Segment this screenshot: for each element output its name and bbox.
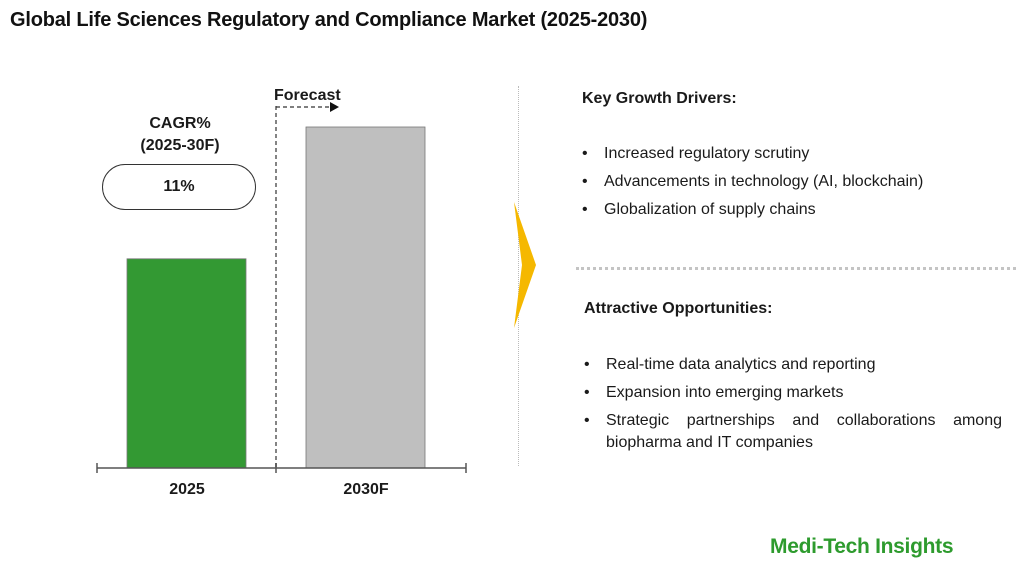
list-item: Expansion into emerging markets: [582, 382, 1002, 404]
cagr-value-badge: 11%: [102, 164, 256, 210]
horizontal-divider: [576, 267, 1016, 270]
growth-drivers-title: Key Growth Drivers:: [582, 90, 737, 107]
cagr-label: CAGR% (2025-30F): [140, 115, 220, 154]
list-item: Strategic partnerships and collaboration…: [582, 410, 1002, 454]
x-tick-label-2025: 2025: [169, 481, 205, 498]
bar-2025: [126, 258, 247, 469]
market-bar-chart: [96, 102, 467, 473]
forecast-label: Forecast: [274, 87, 341, 104]
vertical-divider: [518, 86, 519, 466]
bar-2030f: [305, 126, 426, 469]
page-title: Global Life Sciences Regulatory and Comp…: [10, 9, 648, 31]
growth-drivers-list: Increased regulatory scrutiny Advancemen…: [580, 143, 980, 227]
chevron-arrow-icon: [514, 202, 536, 328]
forecast-arrow-head: [330, 102, 339, 112]
brand-logo: Medi-Tech Insights: [770, 535, 954, 558]
x-tick-label-2030f: 2030F: [343, 481, 389, 498]
list-item: Increased regulatory scrutiny: [580, 143, 980, 165]
opportunities-title: Attractive Opportunities:: [584, 300, 773, 317]
opportunities-list: Real-time data analytics and reporting E…: [582, 354, 1002, 460]
list-item: Advancements in technology (AI, blockcha…: [580, 171, 980, 193]
list-item: Real-time data analytics and reporting: [582, 354, 1002, 376]
list-item: Globalization of supply chains: [580, 199, 980, 221]
